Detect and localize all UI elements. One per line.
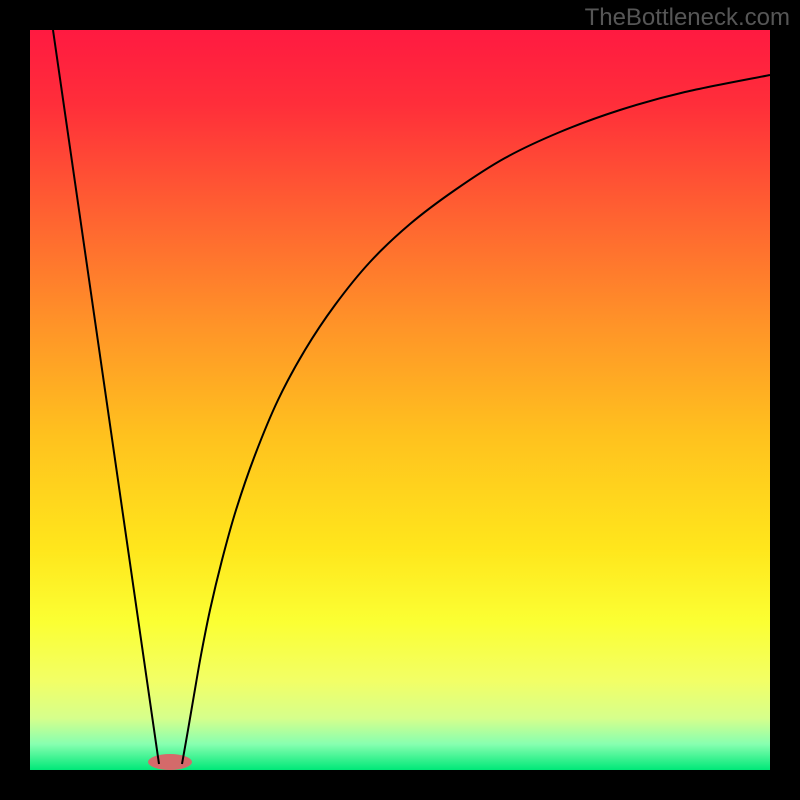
optimum-marker (148, 754, 192, 770)
chart-background (30, 30, 770, 770)
bottleneck-chart (0, 0, 800, 800)
chart-container: TheBottleneck.com (0, 0, 800, 800)
watermark-text: TheBottleneck.com (585, 4, 790, 32)
